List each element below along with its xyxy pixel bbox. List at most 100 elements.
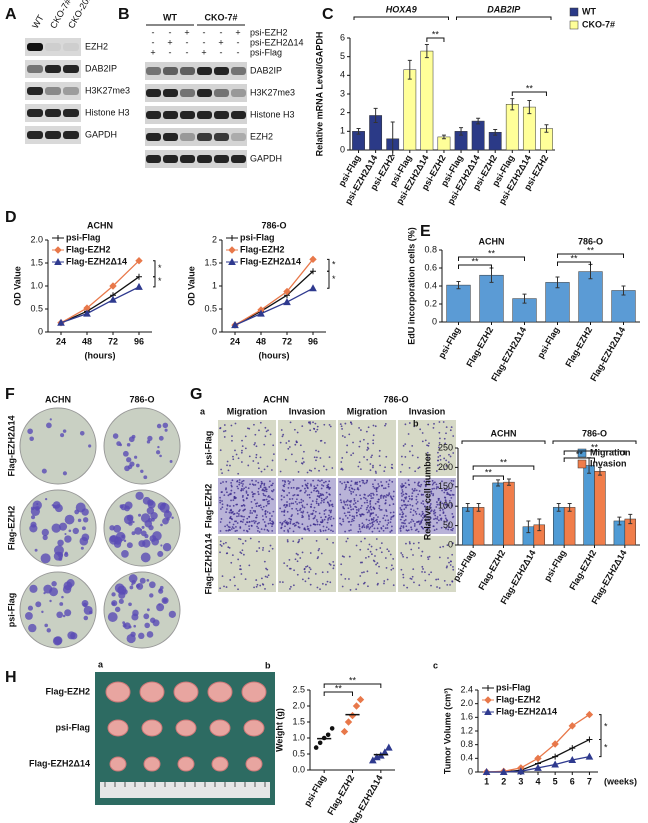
cell <box>429 517 432 519</box>
cell <box>320 516 322 519</box>
cell <box>366 449 369 451</box>
cell <box>369 550 372 553</box>
colony <box>46 628 51 633</box>
cell <box>427 481 430 484</box>
cell <box>447 528 450 531</box>
colony <box>119 504 124 509</box>
cell <box>288 527 291 530</box>
cell <box>316 523 319 526</box>
cell <box>225 511 227 514</box>
cell <box>378 498 380 501</box>
colony <box>28 623 37 633</box>
cell <box>414 487 416 490</box>
cell <box>317 450 320 453</box>
cell <box>363 526 366 529</box>
cell <box>254 433 257 436</box>
cell <box>376 527 379 530</box>
cell <box>301 504 304 507</box>
marker <box>135 256 143 265</box>
cell <box>430 571 433 574</box>
cell <box>444 514 447 517</box>
cell <box>292 486 295 489</box>
cell <box>391 515 394 518</box>
cell <box>369 469 372 472</box>
cell <box>242 504 245 506</box>
cell <box>368 494 371 496</box>
y-axis-label: EdU incorporation cells (%) <box>406 227 416 345</box>
cell <box>443 507 446 510</box>
colony <box>30 521 37 528</box>
cell <box>309 421 312 424</box>
colony <box>51 523 61 533</box>
cell <box>420 521 423 524</box>
cell <box>371 530 374 533</box>
panel-letter: H <box>5 669 17 686</box>
panel-letter: A <box>5 6 17 23</box>
cell <box>427 522 430 525</box>
cell <box>420 520 423 523</box>
colony <box>121 534 125 539</box>
y-tick-label: 1.0 <box>292 732 305 742</box>
cell <box>241 449 243 452</box>
cell <box>296 521 299 524</box>
cell <box>303 527 306 530</box>
cell <box>251 491 254 494</box>
colony <box>129 461 135 467</box>
cell <box>272 510 275 513</box>
cell <box>265 498 268 501</box>
colony <box>139 577 146 584</box>
y-axis-label: Tumor Volume (cm³) <box>442 688 452 774</box>
cell <box>363 456 365 458</box>
marker <box>499 767 508 775</box>
colony <box>112 433 119 439</box>
cell <box>442 508 444 511</box>
cell <box>388 504 391 507</box>
colony <box>27 428 33 435</box>
cell <box>344 486 347 489</box>
x-tick-label: 3 <box>518 776 523 786</box>
cell <box>415 495 418 498</box>
cell <box>367 509 370 512</box>
colony <box>149 593 154 598</box>
colony <box>49 599 52 603</box>
colony <box>140 469 144 473</box>
cell <box>376 562 379 564</box>
cell <box>309 552 312 554</box>
cell <box>225 586 228 588</box>
cell <box>309 568 312 571</box>
cell <box>348 500 351 503</box>
colony <box>126 542 133 549</box>
well-image <box>338 536 396 592</box>
cell <box>342 520 345 523</box>
cell <box>444 500 447 503</box>
cell <box>425 521 428 524</box>
cell <box>439 437 441 440</box>
cell <box>406 504 409 507</box>
marker <box>83 309 91 317</box>
marker <box>568 722 576 730</box>
cell <box>313 485 316 488</box>
colony <box>132 609 139 617</box>
cell <box>283 510 286 513</box>
assay: Migration <box>227 406 268 416</box>
cell <box>308 518 310 520</box>
cell <box>293 569 296 572</box>
tumor <box>207 681 233 703</box>
sig-bracket <box>458 256 525 261</box>
cell <box>239 551 242 554</box>
marker <box>356 695 365 704</box>
cell <box>329 511 332 514</box>
cell <box>341 482 343 485</box>
blot-strip <box>25 38 81 56</box>
error-bar <box>628 513 633 525</box>
cell <box>329 486 332 489</box>
cell <box>252 495 254 498</box>
cell <box>232 527 235 530</box>
cell <box>255 516 258 519</box>
cell <box>401 513 404 516</box>
cell <box>390 496 393 499</box>
column-label: 786-O <box>129 394 154 404</box>
cell <box>330 524 333 527</box>
cell <box>369 522 371 525</box>
row-label: psi-Flag <box>55 722 90 732</box>
